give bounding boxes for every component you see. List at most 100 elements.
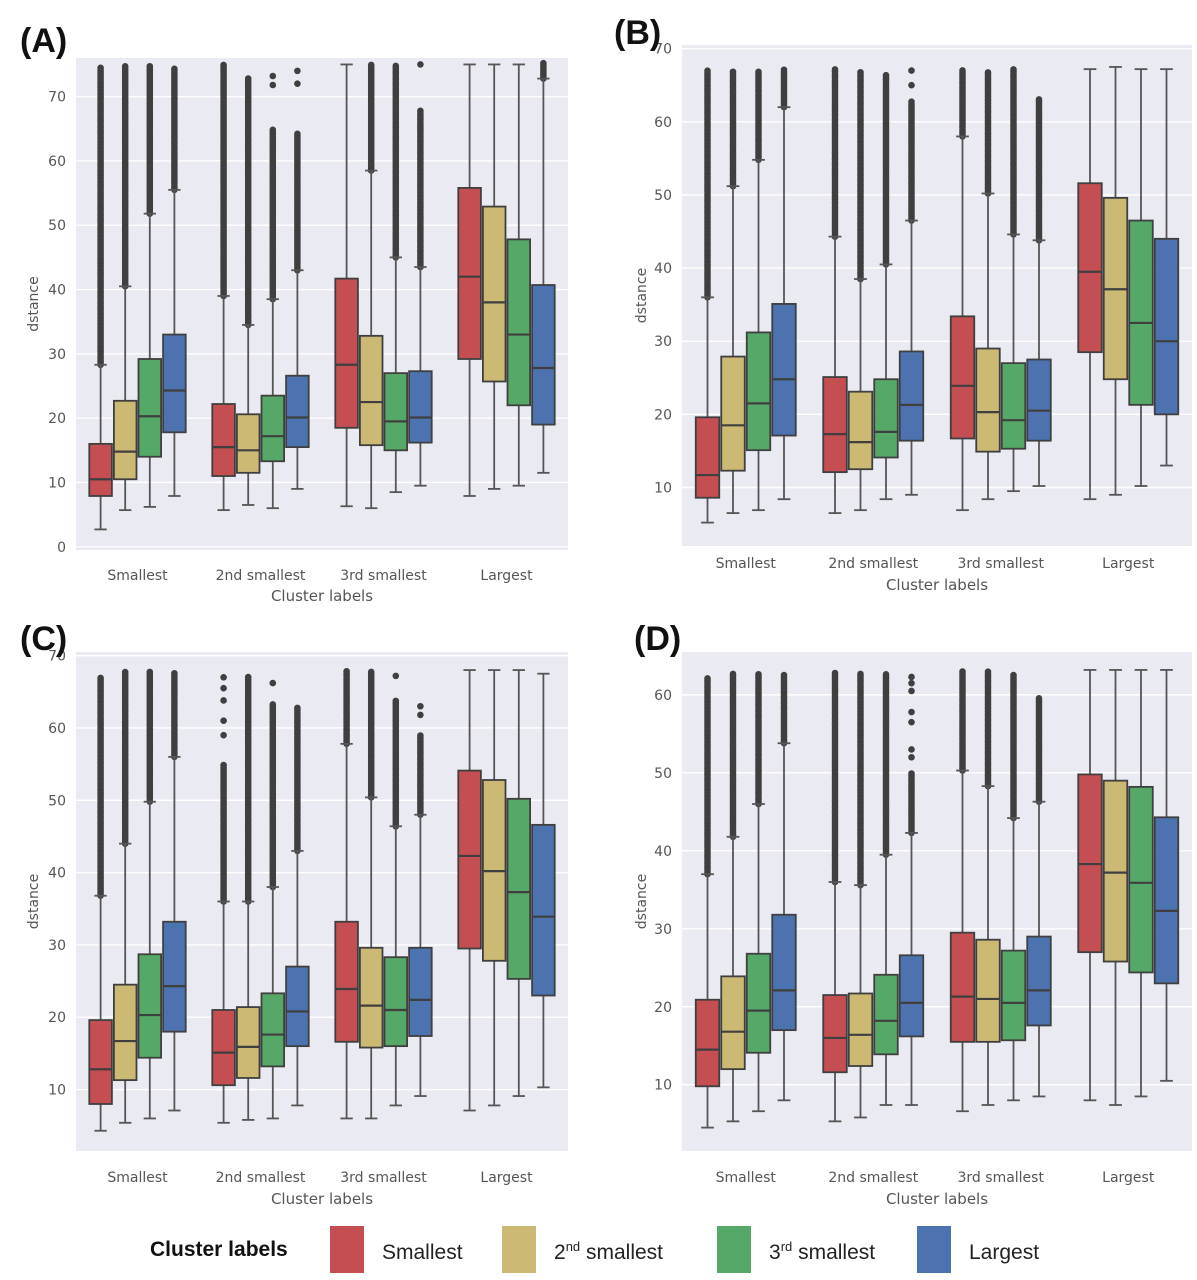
box-iqr [1026,935,1052,1027]
y-tick-label: 10 [654,1078,672,1094]
box-smallest [1077,68,1103,501]
box-iqr [975,347,1001,453]
legend-swatch [330,1226,364,1273]
outlier-point [959,668,966,675]
legend-swatch [917,1226,951,1273]
y-tick-label: 60 [48,154,66,170]
y-tick-label: 40 [654,844,672,860]
outlier-point [294,130,301,138]
box-3rd-smallest [260,679,286,1120]
outlier-point [1010,66,1017,73]
box-largest [408,702,433,1097]
outlier-point [780,66,788,74]
box-iqr [162,920,187,1033]
box-3rd-smallest [1128,68,1154,487]
box-iqr [1128,219,1154,406]
box-3rd-smallest [745,68,772,512]
x-axis-title: Cluster labels [271,587,373,605]
outlier-point [392,672,400,680]
box-iqr [457,187,482,360]
y-tick-label: 20 [48,1010,66,1026]
outlier-point [220,731,227,739]
outlier-point [908,708,915,716]
outlier-point [908,687,915,695]
box-iqr [1000,949,1027,1042]
y-tick-label: 40 [48,283,66,299]
y-axis-title: dstance [634,268,650,323]
boxplot-chart: 10 20 30 40 50 60 70 dstance Smallest 2nd smalles… [26,649,568,1208]
panel-label: (C) [20,620,68,658]
box-iqr [873,973,899,1056]
box-largest [531,59,556,474]
box-2nd-smallest [481,669,507,1107]
outlier-point [220,697,227,704]
box-largest [1026,695,1052,1098]
legend-label: Smallest [382,1241,463,1264]
boxplot-chart: 0 10 20 30 40 50 60 70 dstance Smallest 2nd smalle… [26,58,568,605]
x-tick-label: 2nd smallest [216,568,306,584]
outlier-point [220,717,227,725]
outlier-point [220,674,227,681]
y-tick-label: 50 [48,218,66,234]
outlier-point [220,61,227,69]
outlier-point [704,675,711,682]
outlier-point [959,67,966,74]
box-smallest [88,674,113,1132]
box-iqr [949,931,976,1043]
outlier-point [704,67,711,75]
y-tick-label: 50 [654,188,672,204]
outlier-point [97,674,104,682]
box-2nd-smallest [975,69,1001,501]
box-2nd-smallest [1102,66,1129,496]
box-iqr [162,333,187,434]
box-iqr [383,956,409,1048]
outlier-point [343,667,350,675]
box-smallest [949,67,976,512]
box-iqr [235,1006,261,1079]
outlier-point [294,704,301,712]
box-2nd-smallest [847,670,874,1119]
outlier-point [121,63,129,70]
box-iqr [1026,358,1052,442]
box-3rd-smallest [383,672,409,1107]
box-3rd-smallest [506,63,532,487]
box-iqr [771,303,797,437]
outlier-point [908,81,915,89]
box-3rd-smallest [1128,669,1154,1098]
outlier-point [908,770,915,777]
box-iqr [383,372,409,452]
legend-label: 2nd smallest [554,1239,664,1264]
outlier-point [831,669,839,677]
box-smallest [211,674,236,1124]
box-smallest [694,67,721,524]
y-tick-label: 10 [48,1083,66,1099]
x-tick-label: Largest [480,1170,533,1186]
box-3rd-smallest [137,668,163,1120]
box-smallest [457,63,482,497]
box-iqr [285,965,310,1048]
outlier-point [269,72,277,80]
box-iqr [1000,362,1027,450]
x-tick-label: Largest [1102,1170,1155,1186]
panel-label: (B) [614,14,662,52]
legend-label: 3rd smallest [769,1239,876,1264]
box-3rd-smallest [1000,66,1027,493]
box-smallest [334,63,359,508]
y-tick-label: 20 [654,407,672,423]
box-iqr [1077,182,1103,354]
outlier-point [729,670,737,678]
box-iqr [1128,785,1154,974]
outlier-point [220,684,227,692]
box-iqr [113,983,138,1082]
box-iqr [285,374,310,448]
box-smallest [88,64,113,531]
y-tick-label: 70 [654,42,672,58]
y-axis-title: dstance [26,874,42,929]
box-iqr [1153,816,1180,985]
y-tick-label: 30 [48,938,66,954]
box-largest [1153,669,1180,1082]
box-iqr [408,370,433,444]
outlier-point [882,71,890,79]
y-tick-label: 30 [48,347,66,363]
box-smallest [694,675,721,1129]
